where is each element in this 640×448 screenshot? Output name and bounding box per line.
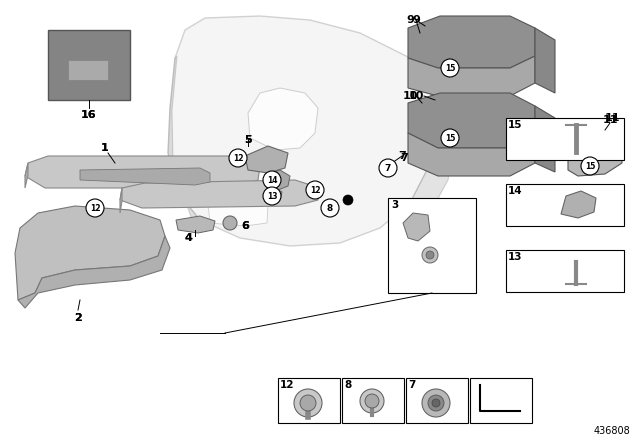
Text: 10: 10: [403, 91, 418, 101]
Bar: [342, 378, 404, 423]
Circle shape: [365, 394, 379, 408]
Circle shape: [581, 157, 599, 175]
Text: 6: 6: [241, 221, 249, 231]
Text: 2: 2: [74, 313, 82, 323]
Text: 8: 8: [327, 203, 333, 212]
Text: 14: 14: [508, 186, 523, 196]
Text: 9: 9: [412, 15, 420, 25]
Polygon shape: [245, 146, 288, 173]
Polygon shape: [408, 56, 535, 96]
Circle shape: [343, 195, 353, 205]
Circle shape: [306, 181, 324, 199]
Polygon shape: [568, 143, 622, 176]
Bar: [470, 378, 532, 423]
Circle shape: [428, 395, 444, 411]
Text: 1: 1: [101, 143, 109, 153]
Text: 6: 6: [241, 221, 249, 231]
Text: 2: 2: [74, 313, 82, 323]
Text: 14: 14: [267, 176, 277, 185]
Text: 13: 13: [508, 252, 522, 262]
Polygon shape: [408, 133, 535, 176]
Text: 1: 1: [101, 143, 109, 153]
Text: 7: 7: [398, 151, 406, 161]
Circle shape: [426, 251, 434, 259]
Circle shape: [441, 129, 459, 147]
Text: 15: 15: [585, 161, 595, 171]
Text: 8: 8: [344, 380, 351, 390]
Polygon shape: [408, 93, 535, 148]
Polygon shape: [18, 236, 170, 308]
Text: 5: 5: [244, 135, 252, 145]
Polygon shape: [248, 88, 318, 150]
Polygon shape: [408, 16, 535, 68]
Circle shape: [300, 395, 316, 411]
Text: 5: 5: [244, 135, 252, 145]
Polygon shape: [120, 180, 320, 208]
Circle shape: [229, 149, 247, 167]
Polygon shape: [568, 123, 622, 156]
Text: 16: 16: [81, 110, 97, 120]
Text: 12: 12: [233, 154, 243, 163]
Circle shape: [86, 199, 104, 217]
Circle shape: [294, 389, 322, 417]
Polygon shape: [25, 156, 260, 188]
Text: 10: 10: [408, 91, 424, 101]
Bar: [388, 198, 476, 293]
Bar: [506, 184, 624, 226]
Text: 4: 4: [184, 233, 192, 243]
Circle shape: [263, 171, 281, 189]
Bar: [278, 378, 340, 423]
Text: 13: 13: [267, 191, 277, 201]
Circle shape: [422, 247, 438, 263]
Text: 11: 11: [604, 113, 620, 123]
Text: 7: 7: [408, 380, 415, 390]
Polygon shape: [80, 168, 210, 185]
Text: 15: 15: [445, 64, 455, 73]
Circle shape: [379, 159, 397, 177]
Text: 15: 15: [445, 134, 455, 142]
Text: 15: 15: [508, 120, 522, 130]
Text: 16: 16: [81, 110, 97, 120]
Polygon shape: [168, 56, 200, 228]
Bar: [506, 118, 624, 160]
Text: 12: 12: [90, 203, 100, 212]
Polygon shape: [535, 28, 555, 93]
Polygon shape: [410, 48, 456, 213]
Polygon shape: [403, 213, 430, 241]
Polygon shape: [535, 106, 555, 172]
Polygon shape: [210, 158, 275, 193]
Text: 11: 11: [602, 115, 618, 125]
Text: 3: 3: [391, 200, 398, 210]
Circle shape: [263, 187, 281, 205]
Polygon shape: [561, 191, 596, 218]
Polygon shape: [208, 200, 268, 226]
Circle shape: [360, 389, 384, 413]
Text: 436808: 436808: [593, 426, 630, 436]
Circle shape: [321, 199, 339, 217]
Circle shape: [441, 59, 459, 77]
Polygon shape: [120, 188, 122, 213]
Polygon shape: [15, 206, 165, 300]
Polygon shape: [48, 30, 130, 100]
Polygon shape: [265, 170, 290, 190]
Text: 12: 12: [310, 185, 320, 194]
Polygon shape: [168, 16, 435, 246]
Polygon shape: [68, 60, 108, 80]
Polygon shape: [265, 188, 282, 203]
Text: 9: 9: [406, 15, 414, 25]
Text: 7: 7: [385, 164, 391, 172]
Text: 4: 4: [184, 233, 192, 243]
Circle shape: [432, 399, 440, 407]
Text: 7: 7: [400, 153, 408, 163]
Bar: [406, 378, 468, 423]
Polygon shape: [176, 216, 215, 233]
Polygon shape: [25, 163, 28, 188]
Circle shape: [422, 389, 450, 417]
Text: 12: 12: [280, 380, 294, 390]
Bar: [506, 250, 624, 292]
Circle shape: [223, 216, 237, 230]
